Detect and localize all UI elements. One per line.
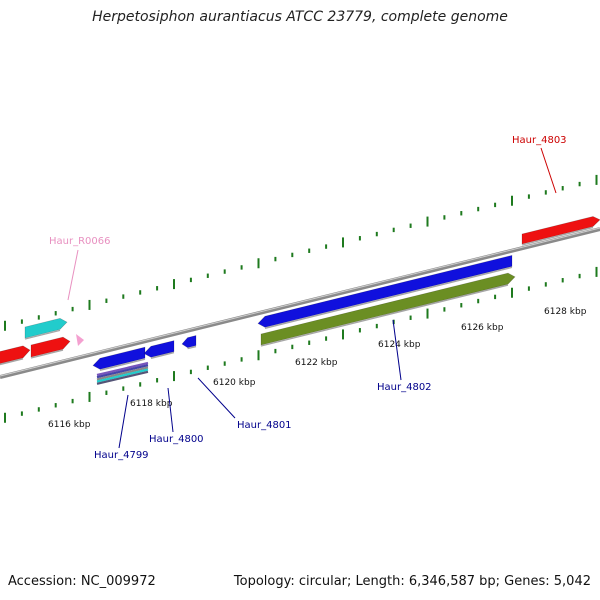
gene-haur-4799-stripe <box>96 368 149 383</box>
gene-haur-4801-a-shadow <box>99 358 146 371</box>
tick-label: 6116 kbp <box>48 420 91 430</box>
genome-summary: Topology: circular; Length: 6,346,587 bp… <box>233 574 591 589</box>
gene-haur-4799-stripe <box>96 364 149 379</box>
gene-label: Haur_4800 <box>149 434 204 445</box>
gene-haur-4799-stripe <box>96 361 149 377</box>
gene-red-left-1 <box>0 345 31 364</box>
gene-leader-line <box>67 249 79 301</box>
gene-haur-4801 <box>181 335 197 348</box>
gene-haur-4799-stripe <box>96 366 149 381</box>
tick-marks: 6116 kbp 6118 kbp 6120 kbp 6122 kbp 6124 kbp… <box>4 174 598 430</box>
tick-label: 6120 kbp <box>213 378 256 388</box>
genome-backbone <box>0 227 600 379</box>
accession-text: Accession: NC_009972 <box>8 574 156 589</box>
gene-haur-4803 <box>521 216 600 245</box>
gene-leader-line <box>167 387 174 433</box>
gene-haur-4803-shadow <box>521 226 594 246</box>
gene-cyan-upper-shadow <box>24 329 61 340</box>
gene-haur-4801-a <box>92 346 146 370</box>
gene-olive-4802-shadow <box>260 284 509 347</box>
gene-label: Haur_4801 <box>237 420 292 431</box>
tick-label: 6126 kbp <box>461 323 504 333</box>
tick-label: 6124 kbp <box>378 340 421 350</box>
gene-labels: Haur_4803 Haur_R0066 Haur_4802 Haur_4801 Hau… <box>49 135 567 461</box>
backbone-highlight <box>0 227 600 377</box>
map-title: Herpetosiphon aurantiacus ATCC 23779, co… <box>92 9 508 25</box>
gene-haur-4802 <box>257 254 513 328</box>
gene-red-left-2-shadow <box>30 349 64 359</box>
tick-label: 6122 kbp <box>295 358 338 368</box>
tick-label: 6118 kbp <box>130 399 173 409</box>
gene-label: Haur_4802 <box>377 382 432 393</box>
gene-haur-4799-stripe <box>96 370 149 385</box>
backbone-line <box>0 227 600 379</box>
gene-haur-4801-shadow <box>187 345 197 350</box>
gene-label: Haur_R0066 <box>49 236 111 247</box>
gene-leader-line <box>540 147 557 194</box>
gene-haur-r0066 <box>76 334 84 346</box>
gene-haur-4800-shadow <box>150 351 175 359</box>
gene-olive-4802 <box>260 272 516 346</box>
gene-red-left-2 <box>30 336 71 358</box>
gene-leader-line <box>197 377 236 419</box>
tick-label: 6128 kbp <box>544 307 587 317</box>
gene-label: Haur_4799 <box>94 450 149 461</box>
gene-features <box>0 216 600 385</box>
gene-haur-4802-shadow <box>264 266 513 329</box>
gene-red-left-1-shadow <box>0 358 24 366</box>
gene-leader-line <box>392 319 402 381</box>
gene-haur-4800 <box>143 340 175 358</box>
gene-label: Haur_4803 <box>512 135 567 146</box>
gene-leader-line <box>118 394 129 449</box>
gene-cyan-upper <box>24 318 68 339</box>
